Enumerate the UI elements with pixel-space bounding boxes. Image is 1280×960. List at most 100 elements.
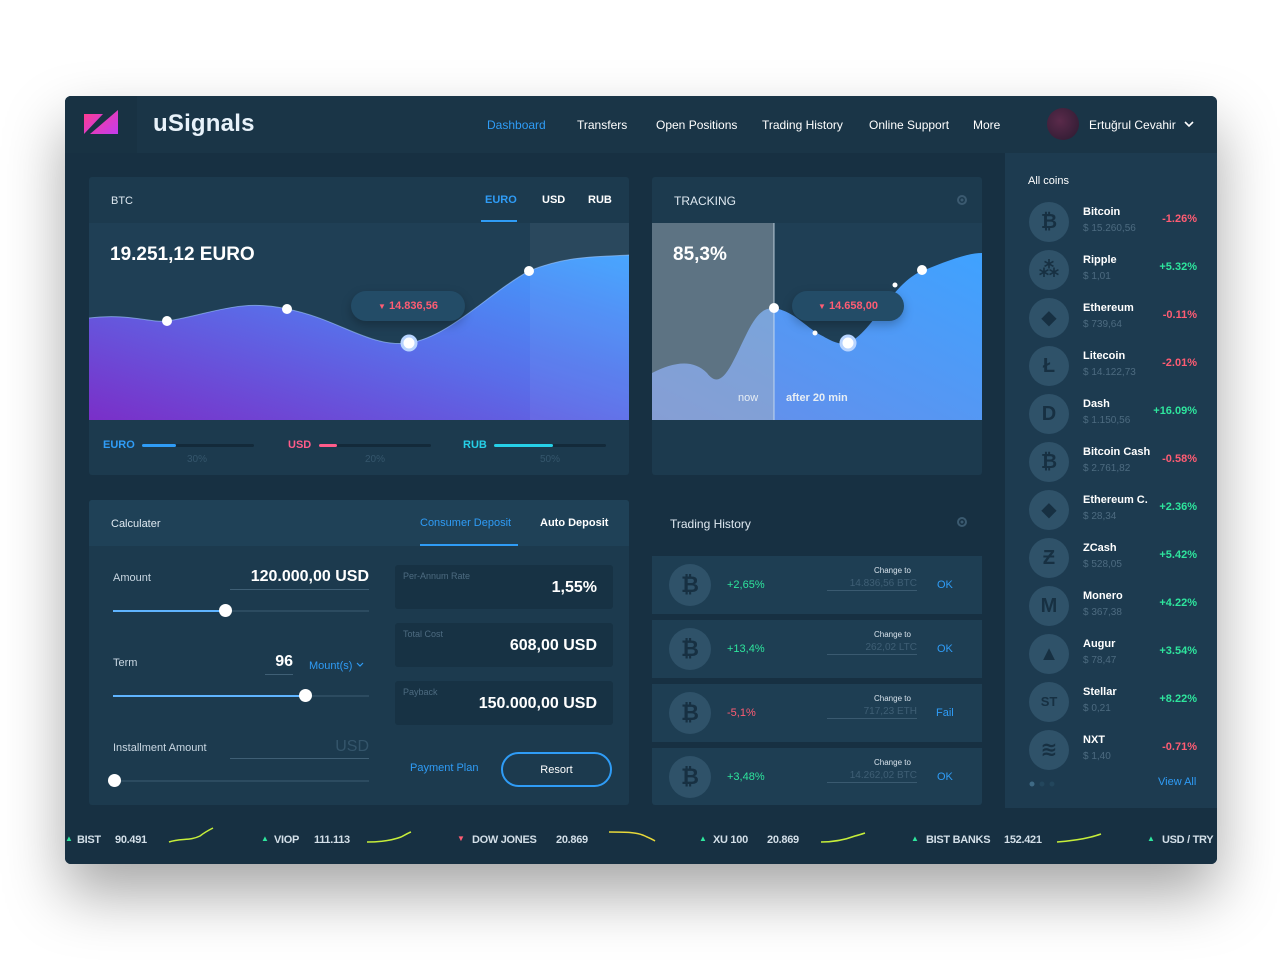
resort-button[interactable]: Resort: [501, 752, 612, 787]
coin-change: +3.54%: [1159, 645, 1197, 657]
term-label: Term: [113, 657, 138, 669]
chart-point[interactable]: [524, 266, 534, 276]
augur-icon: ▲: [1029, 634, 1069, 674]
chevron-down-icon[interactable]: [1183, 118, 1195, 130]
coin-row-bitcoin-cash[interactable]: ₿ Bitcoin Cash $ 2.761,82 -0.58%: [1005, 438, 1217, 486]
trade-change-label: Change to: [874, 566, 911, 575]
coin-row-ethereum[interactable]: ◆ Ethereum $ 739,64 -0.11%: [1005, 294, 1217, 342]
coin-price: $ 2.761,82: [1083, 463, 1131, 474]
tracking-now-point[interactable]: [769, 303, 779, 313]
nav-open-positions[interactable]: Open Positions: [656, 118, 738, 132]
chart-point-selected[interactable]: [400, 334, 418, 352]
ticker-bar: ▲ BIST 90.491 ▲ VIOP 111.113 ▼ DOW JONES…: [65, 808, 1217, 864]
coin-price: $ 739,64: [1083, 319, 1122, 330]
nav-dashboard[interactable]: Dashboard: [487, 118, 546, 132]
nav-online-support[interactable]: Online Support: [869, 118, 950, 132]
trade-status: OK: [937, 579, 953, 591]
coin-row-nxt[interactable]: ≋ NXT $ 1,40 -0.71%: [1005, 726, 1217, 774]
btc-tooltip-value: 14.836,56: [389, 300, 438, 312]
payback-value: 150.000,00 USD: [478, 695, 597, 712]
tab-euro[interactable]: EURO: [485, 194, 517, 206]
coin-row-bitcoin[interactable]: ₿ Bitcoin $ 15.260,56 -1.26%: [1005, 198, 1217, 246]
zcash-icon: Ƶ: [1029, 538, 1069, 578]
payment-plan-link[interactable]: Payment Plan: [410, 762, 479, 774]
trade-change: +2,65%: [727, 579, 765, 591]
installment-input[interactable]: USD: [335, 738, 369, 755]
tab-rub[interactable]: RUB: [588, 194, 612, 206]
legend-euro-percent: 30%: [187, 454, 208, 465]
coins-title: All coins: [1028, 175, 1069, 187]
trade-status: OK: [937, 643, 953, 655]
tracking-point[interactable]: [917, 265, 927, 275]
tracking-point-selected[interactable]: [839, 334, 857, 352]
bitcoin-icon: ₿: [669, 564, 711, 606]
coin-row-zcash[interactable]: Ƶ ZCash $ 528,05 +5.42%: [1005, 534, 1217, 582]
coin-row-stellar[interactable]: ST Stellar $ 0,21 +8.22%: [1005, 678, 1217, 726]
amount-input[interactable]: 120.000,00 USD: [250, 568, 369, 585]
tab-consumer-deposit[interactable]: Consumer Deposit: [420, 517, 512, 529]
dash-icon: D: [1029, 394, 1069, 434]
legend-usd-track: [319, 444, 431, 447]
logo[interactable]: [65, 96, 137, 153]
avatar[interactable]: [1047, 108, 1079, 140]
ticker-value: 20.869: [556, 834, 588, 846]
installment-slider[interactable]: [113, 780, 369, 782]
term-unit-dropdown[interactable]: Mount(s): [309, 660, 365, 672]
trade-row[interactable]: ₿ -5,1% Change to 717,23 ETH Fail: [652, 684, 982, 742]
trade-row[interactable]: ₿ +3,48% Change to 14.262,02 BTC OK: [652, 748, 982, 805]
amount-slider-handle[interactable]: [219, 604, 232, 617]
tab-usd[interactable]: USD: [542, 194, 566, 206]
coin-change: -0.58%: [1162, 453, 1197, 465]
coin-row-litecoin[interactable]: Ł Litecoin $ 14.122,73 -2.01%: [1005, 342, 1217, 390]
btc-panel-title: BTC: [111, 195, 133, 207]
coin-row-ripple[interactable]: ⁂ Ripple $ 1,01 +5.32%: [1005, 246, 1217, 294]
calculator-header: [89, 500, 629, 546]
gear-icon[interactable]: [956, 516, 968, 528]
term-slider-handle[interactable]: [299, 689, 312, 702]
coin-row-augur[interactable]: ▲ Augur $ 78,47 +3.54%: [1005, 630, 1217, 678]
nav-transfers[interactable]: Transfers: [577, 118, 628, 132]
tracking-point: [812, 330, 818, 336]
trade-row[interactable]: ₿ +13,4% Change to 262,02 LTC OK: [652, 620, 982, 678]
pagination-dots[interactable]: [1029, 781, 1059, 787]
coin-row-monero[interactable]: M Monero $ 367,38 +4.22%: [1005, 582, 1217, 630]
ticker-name: VIOP: [274, 834, 300, 846]
coin-row-ethereum-c[interactable]: ◆ Ethereum C. $ 28,34 +2.36%: [1005, 486, 1217, 534]
brand-name: uSignals: [153, 110, 255, 137]
legend-usd-fill: [319, 444, 337, 447]
coin-name: NXT: [1083, 734, 1105, 746]
term-unit: Mount(s): [309, 660, 353, 672]
up-arrow-icon: ▲: [65, 834, 73, 843]
ethereum-classic-icon: ◆: [1029, 490, 1069, 530]
trade-change: +13,4%: [727, 643, 765, 655]
coins-sidebar: All coins ₿ Bitcoin $ 15.260,56 -1.26% ⁂ Ripp…: [1005, 153, 1217, 808]
term-slider[interactable]: [113, 695, 369, 697]
chart-point[interactable]: [162, 316, 172, 326]
user-name[interactable]: Ertuğrul Cevahir: [1089, 118, 1176, 132]
coin-name: ZCash: [1083, 542, 1117, 554]
trade-change-label: Change to: [874, 758, 911, 767]
tab-auto-deposit[interactable]: Auto Deposit: [540, 517, 609, 529]
chart-point[interactable]: [282, 304, 292, 314]
coin-name: Stellar: [1083, 686, 1117, 698]
gear-icon[interactable]: [956, 194, 968, 206]
coin-change: -2.01%: [1162, 357, 1197, 369]
tracking-tooltip-value: 14.658,00: [829, 300, 878, 312]
view-all-link[interactable]: View All: [1158, 776, 1197, 788]
legend-usd-percent: 20%: [365, 454, 386, 465]
amount-slider[interactable]: [113, 610, 369, 612]
ethereum-icon: ◆: [1029, 298, 1069, 338]
tracking-tooltip: ▼ 14.658,00: [792, 291, 904, 321]
trading-history-title: Trading History: [670, 517, 751, 531]
coin-name: Litecoin: [1083, 350, 1126, 362]
trade-amount: 262,02 LTC: [827, 642, 917, 655]
ticker-name: XU 100: [713, 834, 748, 846]
nav-trading-history[interactable]: Trading History: [762, 118, 843, 132]
amount-underline: [230, 589, 369, 590]
caret-down-icon: ▼: [378, 302, 386, 311]
installment-slider-handle[interactable]: [108, 774, 121, 787]
term-input[interactable]: 96: [275, 653, 293, 670]
nav-more[interactable]: More: [973, 118, 1001, 132]
coin-row-dash[interactable]: D Dash $ 1.150,56 +16.09%: [1005, 390, 1217, 438]
trade-row[interactable]: ₿ +2,65% Change to 14.836,56 BTC OK: [652, 556, 982, 614]
